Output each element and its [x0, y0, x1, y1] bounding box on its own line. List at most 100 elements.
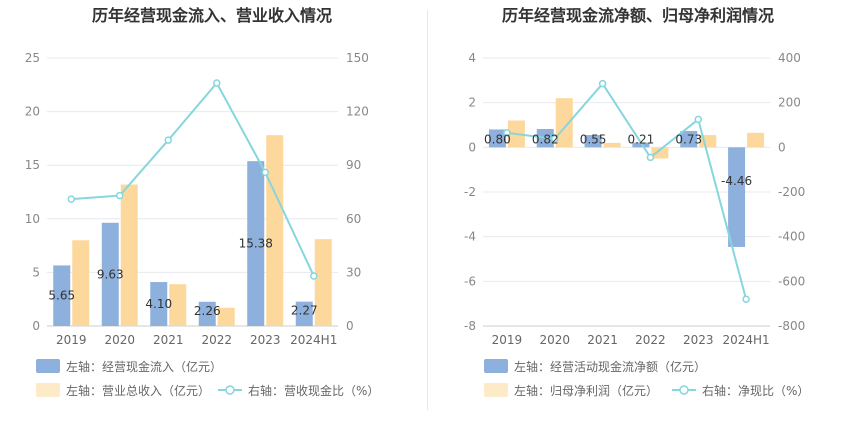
chart-right-left-tick: -4 [464, 230, 476, 244]
chart-right-x-tick: 2019 [492, 333, 523, 347]
chart-right-x-tick: 2021 [587, 333, 618, 347]
chart-right-data-label: 0.80 [484, 132, 511, 146]
chart-right-left-tick: 0 [468, 140, 476, 154]
chart-right-left-axis: -8 -6 -4 -2 0 2 4 [464, 51, 476, 333]
chart-right-right-tick: -600 [778, 274, 805, 288]
chart-left-right-axis: 0 30 60 90 120 150 [346, 51, 369, 333]
chart-left-line-point [116, 191, 124, 200]
chart-right-x-tick: 2024H1 [722, 333, 769, 347]
chart-right-data-label: 0.21 [628, 132, 655, 146]
chart-left-right-tick: 30 [346, 265, 361, 279]
chart-right-grid [483, 57, 770, 327]
chart-right-x-axis: 2019 2020 2021 2022 2023 2024H1 [492, 333, 770, 347]
chart-left-x-tick: 2020 [104, 333, 135, 347]
chart-left-right-tick: 120 [346, 105, 369, 119]
chart-right-legend-swatch [484, 359, 508, 373]
chart-left-x-tick: 2019 [56, 333, 87, 347]
chart-right-bar-blue [488, 129, 506, 148]
chart-left-legend-label: 左轴：经营现金流入（亿元） [66, 359, 222, 374]
chart-right-left-tick: -2 [464, 185, 476, 199]
chart-left-left-tick: 5 [32, 265, 40, 279]
chart-right-legend: 左轴：经营活动现金流净额（亿元） 左轴：归母净利润（亿元） 右轴：净现比（%） [484, 359, 809, 398]
chart-left-left-tick: 10 [25, 212, 40, 226]
chart-left-grid [47, 57, 338, 327]
chart-left-data-label: 5.65 [48, 289, 75, 303]
chart-right-right-tick: -800 [778, 319, 805, 333]
chart-right-left-tick: 2 [468, 96, 476, 110]
chart-left-bar-orange [266, 135, 284, 326]
chart-right-left-tick: -6 [464, 274, 476, 288]
chart-left-right-tick: 150 [346, 51, 369, 65]
chart-right-legend-label: 左轴：经营活动现金流净额（亿元） [514, 359, 706, 374]
chart-right-x-tick: 2022 [635, 333, 666, 347]
chart-right-right-axis: -800 -600 -400 -200 0 200 400 [778, 51, 805, 333]
chart-right-bar-orange [603, 142, 621, 148]
chart-right-legend-label: 右轴：净现比（%） [702, 383, 809, 398]
chart-right-right-tick: -200 [778, 185, 805, 199]
chart-left-legend-label: 左轴：营业总收入（亿元） [66, 383, 210, 398]
chart-left-data-labels: 5.65 9.63 4.10 2.26 15.38 2.27 [48, 237, 317, 318]
chart-right-data-labels: 0.80 0.82 0.55 0.21 0.73 -4.46 [484, 132, 752, 188]
chart-left-left-axis: 0 5 10 15 20 25 [25, 51, 40, 333]
chart-left-bar-blue [101, 222, 119, 326]
chart-right-left-tick: -8 [464, 319, 476, 333]
chart-left-left-tick: 25 [25, 51, 40, 65]
chart-right-line-point [551, 135, 559, 143]
chart-right-data-label: -4.46 [721, 174, 752, 188]
chart-right-x-tick: 2020 [539, 333, 570, 347]
chart-left-legend-swatch [36, 383, 60, 397]
chart-left-title: 历年经营现金流入、营业收入情况 [92, 6, 332, 25]
chart-left-data-label: 2.26 [194, 304, 221, 318]
chart-left-legend-marker [225, 385, 235, 395]
chart-left-data-label: 9.63 [97, 267, 124, 281]
chart-left-line-point [261, 168, 269, 177]
chart-left-bar-orange [314, 239, 332, 326]
chart-left-bar-orange [217, 307, 235, 326]
chart-left-left-tick: 15 [25, 158, 40, 172]
chart-left-bar-blue [198, 301, 216, 326]
chart-right-right-tick: 200 [778, 96, 801, 110]
chart-right-bar-blue [584, 135, 602, 148]
chart-left: 历年经营现金流入、营业收入情况 0 5 10 15 20 25 0 30 60 90 120 150… [25, 6, 380, 398]
chart-left-left-tick: 20 [25, 105, 40, 119]
chart-left-line-point [67, 195, 75, 203]
chart-left-line-point [213, 79, 221, 87]
chart-left-line-point [164, 136, 172, 144]
chart-left-legend-label: 右轴：营收现金比（%） [248, 383, 379, 398]
chart-right-left-tick: 4 [468, 51, 476, 65]
chart-left-bars [53, 135, 332, 326]
chart-right-data-label: 0.73 [675, 132, 702, 146]
chart-left-right-tick: 0 [346, 319, 354, 333]
chart-left-x-tick: 2023 [250, 333, 281, 347]
chart-right-bar-blue [632, 142, 650, 148]
chart-right-bar-orange [555, 98, 573, 148]
chart-right-data-label: 0.82 [532, 132, 559, 146]
chart-right-right-tick: 0 [778, 140, 786, 154]
chart-right-line-point [646, 153, 655, 162]
chart-right-bar-orange [651, 147, 669, 159]
chart-left-legend: 左轴：经营现金流入（亿元） 左轴：营业总收入（亿元） 右轴：营收现金比（%） [36, 359, 379, 398]
chart-left-line-path [71, 81, 315, 277]
chart-left-bar-blue [150, 282, 168, 326]
chart-left-data-label: 15.38 [239, 237, 273, 251]
chart-right-line-path [506, 82, 748, 300]
chart-left-bar-blue [53, 265, 71, 326]
chart-left-x-tick: 2024H1 [290, 333, 337, 347]
chart-right-bar-blue [728, 147, 746, 247]
chart-right-right-tick: -400 [778, 230, 805, 244]
chart-right: 历年经营现金流净额、归母净利润情况 -8 -6 -4 -2 0 2 4 -800 -600 -4… [464, 6, 809, 398]
chart-left-data-label: 4.10 [145, 297, 172, 311]
chart-right-legend-swatch [484, 383, 508, 397]
chart-left-bar-blue [247, 161, 265, 326]
chart-right-line-point [694, 115, 702, 124]
chart-right-legend-marker [679, 385, 689, 395]
chart-right-right-tick: 400 [778, 51, 801, 65]
chart-left-x-axis: 2019 2020 2021 2022 2023 2024H1 [56, 333, 337, 347]
chart-right-legend-label: 左轴：归母净利润（亿元） [514, 383, 658, 398]
chart-right-bars [488, 98, 765, 247]
chart-left-bar-blue [295, 301, 313, 326]
chart-right-line [503, 79, 750, 303]
chart-right-bar-blue [680, 131, 698, 148]
